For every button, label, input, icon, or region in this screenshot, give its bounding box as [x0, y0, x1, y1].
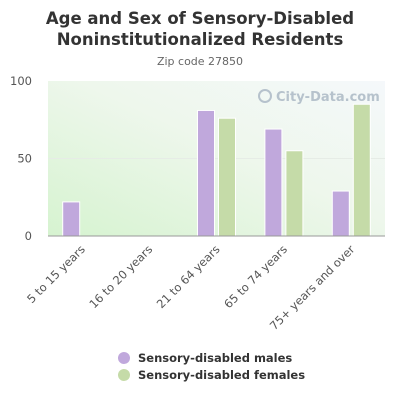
watermark: City-Data.com [258, 89, 380, 105]
legend-swatch [118, 369, 130, 381]
watermark-text: City-Data.com [276, 90, 380, 105]
x-tick-label: 5 to 15 years [24, 242, 88, 306]
y-tick-label: 0 [25, 229, 32, 243]
legend-item: Sensory-disabled males [118, 350, 305, 366]
bar-males [264, 128, 283, 237]
y-tick-label: 100 [10, 74, 32, 88]
bar-males [331, 190, 350, 237]
x-tick-label: 16 to 20 years [86, 242, 155, 311]
legend-item: Sensory-disabled females [118, 367, 305, 383]
bar-females [218, 117, 236, 237]
x-tick-label: 65 to 74 years [221, 242, 290, 311]
x-tick-label: 21 to 64 years [154, 242, 223, 311]
legend-swatch [118, 352, 130, 364]
y-tick-label: 50 [17, 152, 32, 166]
bar-females [352, 103, 371, 237]
chart-title: Age and Sex of Sensory-Disabled Noninsti… [45, 9, 355, 49]
bar-males [62, 201, 81, 237]
chart-subtitle: Zip code 27850 [156, 55, 244, 68]
legend-label: Sensory-disabled females [138, 368, 306, 382]
bar-females [285, 150, 304, 237]
legend-label: Sensory-disabled males [138, 351, 293, 365]
bar-males [197, 109, 215, 237]
legend: Sensory-disabled males Sensory-disabled f… [118, 350, 305, 384]
